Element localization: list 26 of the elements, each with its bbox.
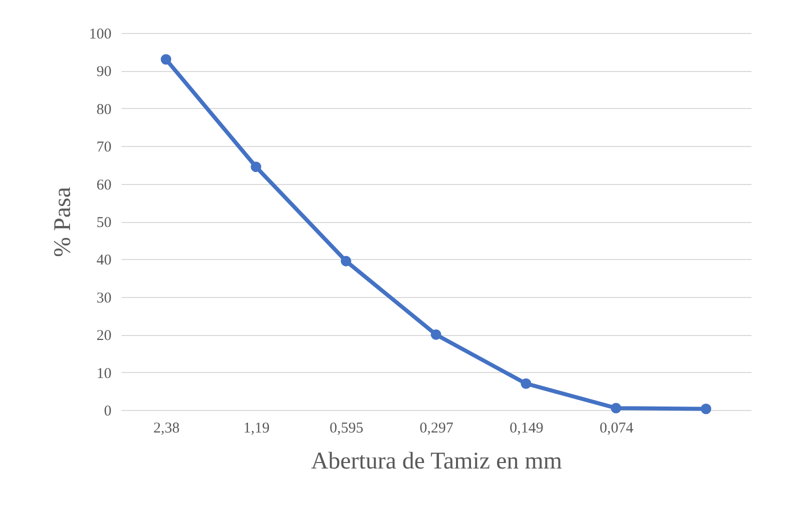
point [700,404,712,414]
y-tick-label: 10 [96,366,112,382]
x-tick-label: 0,297 [420,420,454,436]
point [430,329,442,340]
y-axis-title: % Pasa [50,186,76,257]
x-tick-label: 0,074 [600,420,634,436]
x-tick-label: 0,149 [510,420,544,436]
y-tick-label: 0 [104,404,112,420]
y-tick-label: 30 [96,290,112,306]
y-tick-label: 40 [96,252,112,269]
y-tick-label: 20 [96,328,112,344]
point [160,54,172,65]
y-tick-label: 100 [89,26,112,42]
point [610,402,622,414]
x-axis-title: Abertura de Tamiz en mm [310,448,562,474]
x-tick-label: 2,38 [153,420,180,436]
point [520,378,532,389]
y-tick-label: 80 [96,102,112,118]
point [250,162,262,172]
x-tick-label: 0,595 [330,420,364,436]
y-tick-label: 50 [96,215,112,231]
y-tick-label: 70 [96,140,112,156]
y-tick-label: 90 [96,64,112,80]
x-tick-label: 1,19 [243,420,270,436]
point [340,256,352,266]
y-tick-label: 60 [96,177,112,194]
